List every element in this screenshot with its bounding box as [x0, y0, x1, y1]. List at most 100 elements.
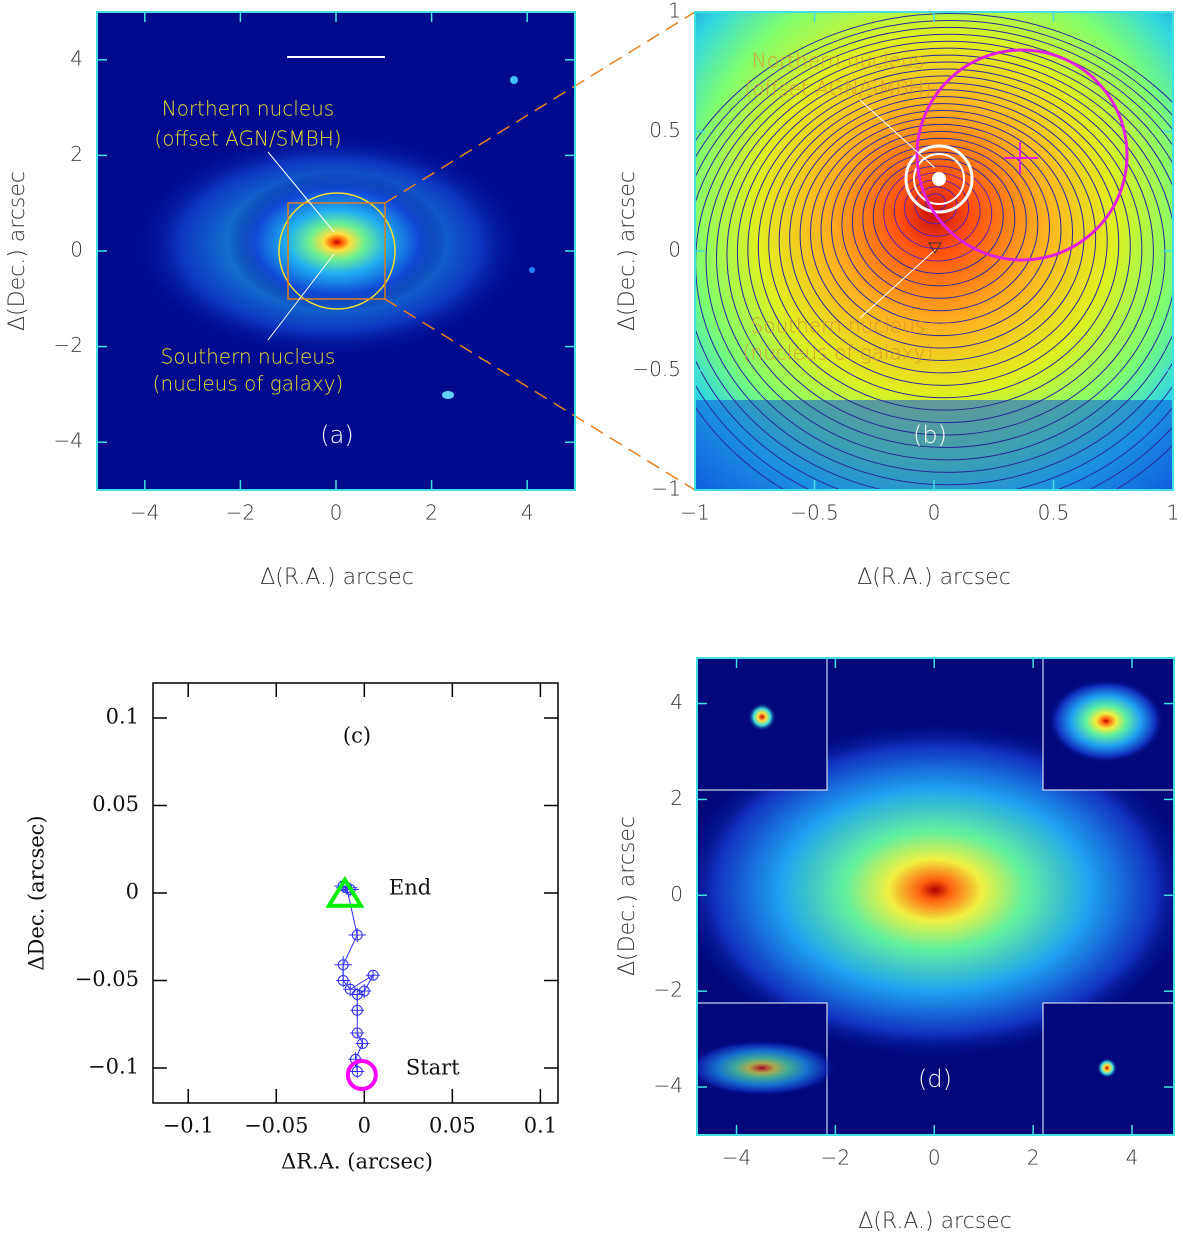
point — [344, 983, 356, 995]
point — [344, 884, 356, 895]
x-tick-label: 0.05 — [429, 1114, 476, 1138]
x-tick-label: 0.5 — [1038, 501, 1070, 525]
y-tick-label: 0.5 — [649, 118, 681, 142]
x-tick-label: −0.5 — [790, 501, 839, 525]
x-tick-label: 1 — [1167, 501, 1180, 525]
point — [351, 1066, 363, 1077]
y-tick-label: 4 — [670, 690, 683, 714]
frame — [696, 657, 1175, 1136]
contour — [810, 116, 1074, 349]
x-tick-label: 2 — [425, 501, 438, 525]
contour — [820, 123, 1062, 337]
annotation: (offset AGN/SMBH) — [154, 127, 341, 151]
contour — [872, 158, 1004, 274]
zoom-line — [384, 298, 696, 491]
x-tick-label: 4 — [1126, 1146, 1139, 1170]
x-tick-label: 0 — [330, 501, 343, 525]
annotation: Southern nucleus — [161, 345, 336, 369]
contour — [716, 54, 1173, 461]
x-tick-label: 0 — [928, 501, 941, 525]
annotation: Southern nucleus — [751, 314, 926, 338]
y-axis-label: Δ(Dec.) arcsec — [5, 171, 30, 331]
y-tick-label: 0.05 — [92, 792, 139, 816]
annotation: (nucleus of galaxy) — [153, 372, 344, 396]
y-axis-label: Δ(Dec.) arcsec — [615, 816, 640, 976]
contour — [695, 26, 1173, 490]
y-axis-label: ΔDec. (arcsec) — [25, 815, 49, 970]
y-tick-label: 0 — [668, 238, 681, 262]
annotation: Northern nucleus — [752, 49, 924, 73]
y-tick-label: −0.1 — [88, 1055, 139, 1079]
point — [351, 1004, 363, 1016]
annotation: (offset AGN/SMBH) — [744, 77, 931, 101]
x-axis-label: Δ(R.A.) arcsec — [260, 565, 414, 590]
point — [358, 985, 370, 997]
end-marker — [325, 875, 365, 908]
y-tick-label: −1 — [652, 477, 681, 501]
contour — [778, 96, 1108, 386]
point — [357, 1038, 369, 1049]
y-tick-label: 0.1 — [106, 705, 139, 729]
contour — [736, 68, 1154, 436]
x-axis-label: Δ(R.A.) arcsec — [857, 565, 1011, 590]
image-b — [695, 12, 1173, 490]
contour — [695, 20, 1173, 490]
point — [351, 1027, 363, 1039]
annotation: (nucleus of galaxy) — [743, 341, 934, 365]
y-tick-label: −4 — [54, 429, 83, 453]
image-d — [697, 658, 1174, 1135]
annotation: Northern nucleus — [162, 97, 334, 121]
contour — [705, 47, 1173, 473]
y-tick-label: −0.05 — [75, 967, 139, 991]
contour — [726, 61, 1166, 448]
y-tick-label: 2 — [670, 786, 683, 810]
x-tick-label: 4 — [521, 501, 534, 525]
y-tick-label: 0 — [126, 880, 139, 904]
x-tick-label: 0.1 — [524, 1114, 557, 1138]
y-tick-label: 0 — [70, 238, 83, 262]
y-tick-label: −4 — [654, 1074, 683, 1098]
x-axis-label: ΔR.A. (arcsec) — [281, 1150, 433, 1174]
y-tick-label: −2 — [54, 333, 83, 357]
y-tick-label: −0.5 — [632, 357, 681, 381]
x-axis-label: Δ(R.A.) arcsec — [858, 1209, 1012, 1234]
x-tick-label: −2 — [226, 501, 255, 525]
contour — [841, 137, 1039, 312]
x-tick-label: 0 — [358, 1114, 371, 1138]
contour — [747, 75, 1143, 424]
x-tick-label: 2 — [1027, 1146, 1040, 1170]
point — [337, 959, 349, 971]
y-tick-label: 1 — [668, 0, 681, 23]
x-tick-label: −4 — [722, 1146, 751, 1170]
x-tick-label: −4 — [130, 501, 159, 525]
panel-label: (b) — [913, 421, 947, 449]
panel-label: (a) — [320, 421, 353, 449]
contour — [830, 130, 1050, 324]
contour — [789, 103, 1097, 374]
x-tick-label: −2 — [821, 1146, 850, 1170]
y-tick-label: 0 — [670, 882, 683, 906]
image-a — [97, 12, 575, 490]
point — [337, 975, 349, 986]
contour — [862, 151, 1016, 287]
panel-label: (c) — [343, 724, 371, 748]
y-tick-label: −2 — [654, 978, 683, 1002]
contour — [695, 33, 1173, 490]
point — [351, 929, 363, 941]
start-marker — [345, 1059, 378, 1091]
x-tick-label: −0.05 — [244, 1114, 308, 1138]
contour — [695, 13, 1173, 490]
contour — [883, 165, 993, 262]
point — [367, 969, 379, 981]
marker-label: End — [389, 875, 431, 899]
y-tick-label: 4 — [70, 46, 83, 70]
panel-label: (d) — [918, 1065, 952, 1093]
x-tick-label: 0 — [928, 1146, 941, 1170]
y-tick-label: 2 — [70, 142, 83, 166]
y-axis-label: Δ(Dec.) arcsec — [615, 171, 640, 331]
zoom-line — [384, 11, 696, 204]
marker-label: Start — [406, 1056, 460, 1080]
x-tick-label: −1 — [680, 501, 709, 525]
x-tick-label: −0.1 — [163, 1114, 214, 1138]
